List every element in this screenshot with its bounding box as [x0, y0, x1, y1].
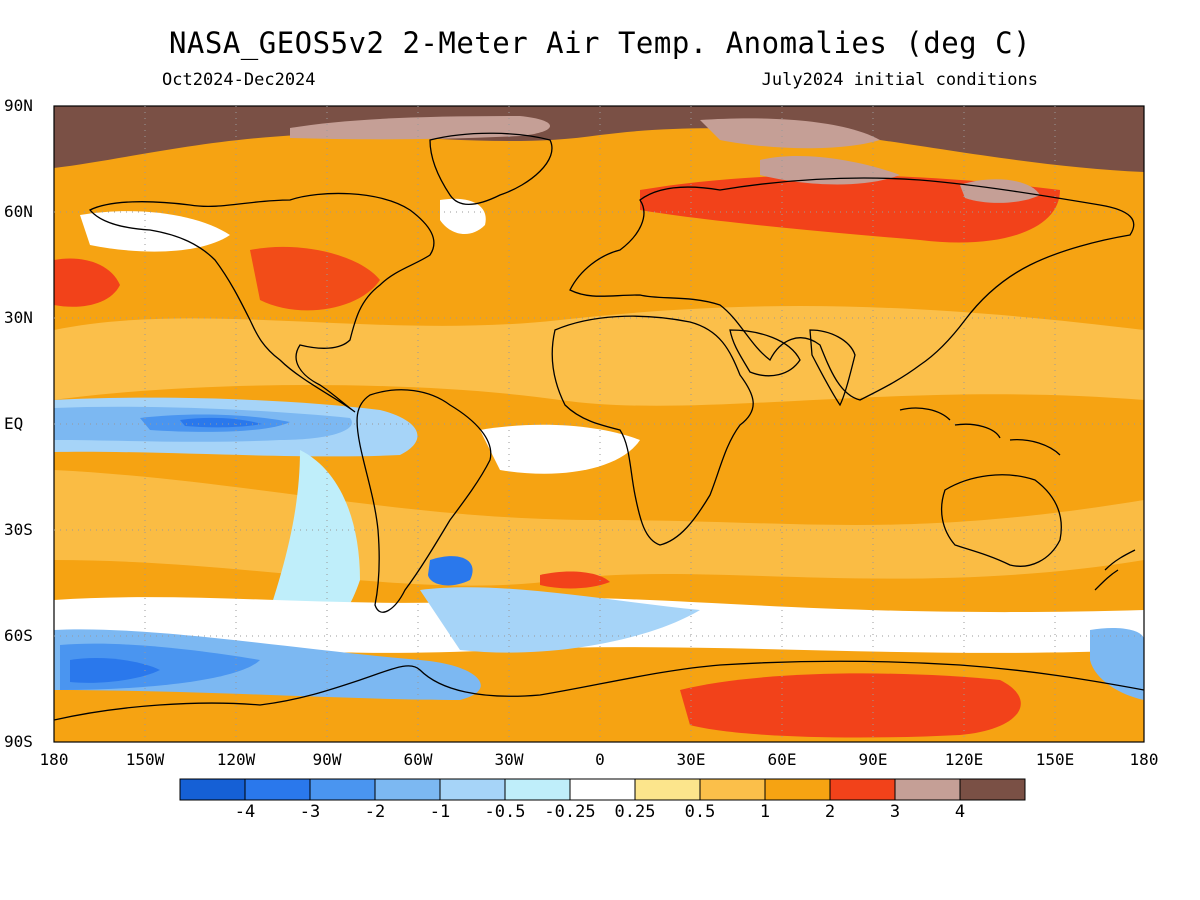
south-america-coast: [356, 389, 492, 613]
colorbar-label: 3: [889, 802, 901, 822]
lat-tick-90n: 90N: [4, 96, 33, 115]
lon-tick-30w: 30W: [494, 750, 524, 769]
lon-tick-120e: 120E: [944, 750, 984, 769]
colorbar-swatch: [894, 778, 961, 801]
colorbar-swatch: [504, 778, 571, 801]
map-title: NASA_GEOS5v2 2-Meter Air Temp. Anomalies…: [168, 26, 1032, 60]
lon-tick-60w: 60W: [403, 750, 433, 769]
colorbar-swatch: [959, 778, 1026, 801]
lon-tick-0: 0: [595, 750, 605, 769]
colorbar-swatch: [179, 778, 246, 801]
colorbar-label: 2: [824, 802, 836, 822]
australia-coast: [941, 474, 1062, 567]
lat-tick-90s: 90S: [4, 732, 33, 751]
lon-tick-30e: 30E: [676, 750, 706, 769]
lon-tick-60e: 60E: [767, 750, 797, 769]
colorbar-label: 0.25: [614, 802, 656, 822]
colorbar-swatch: [309, 778, 376, 801]
lat-tick-60s: 60S: [4, 626, 33, 645]
lon-tick-150w: 150W: [125, 750, 165, 769]
new-zealand-coast: [1094, 549, 1136, 591]
lon-tick-150e: 150E: [1035, 750, 1075, 769]
coastlines: [54, 132, 1144, 721]
lat-tick-60n: 60N: [4, 202, 33, 221]
colorbar-label: 0.5: [684, 802, 716, 822]
india-coast: [809, 329, 856, 407]
colorbar-swatch: [699, 778, 766, 801]
lon-tick-120w: 120W: [216, 750, 256, 769]
eurasia-coast: [569, 177, 1135, 401]
colorbar-swatch: [569, 778, 636, 801]
indonesia-coast: [899, 407, 1061, 456]
colorbar-swatch: [634, 778, 701, 801]
north-america-coast: [88, 192, 435, 413]
colorbar-label: -3: [299, 802, 321, 822]
lon-tick-180w: 180: [39, 750, 69, 769]
arabia-coast: [729, 329, 801, 377]
colorbar-label: -4: [234, 802, 256, 822]
colorbar-swatch: [374, 778, 441, 801]
greenland-coast: [429, 132, 553, 206]
colorbar-label: -1: [429, 802, 451, 822]
colorbar: [179, 778, 1026, 801]
forecast-period: Oct2024-Dec2024: [162, 70, 316, 90]
lon-tick-180e: 180: [1129, 750, 1159, 769]
lat-tick-eq: EQ: [4, 414, 24, 433]
colorbar-swatch: [829, 778, 896, 801]
lon-tick-90e: 90E: [858, 750, 888, 769]
colorbar-label: -0.5: [484, 802, 526, 822]
antarctica-coast: [54, 660, 1144, 721]
colorbar-swatch: [764, 778, 831, 801]
colorbar-label: -2: [364, 802, 386, 822]
colorbar-label: -0.25: [544, 802, 596, 822]
initial-conditions: July2024 initial conditions: [761, 70, 1038, 90]
lat-tick-30s: 30S: [4, 520, 33, 539]
anomaly-field: [54, 106, 1144, 742]
colorbar-label: 1: [759, 802, 771, 822]
colorbar-swatch: [439, 778, 506, 801]
lat-tick-30n: 30N: [4, 308, 33, 327]
colorbar-swatch: [244, 778, 311, 801]
lon-tick-90w: 90W: [312, 750, 342, 769]
africa-coast: [551, 315, 754, 546]
colorbar-label: 4: [954, 802, 966, 822]
